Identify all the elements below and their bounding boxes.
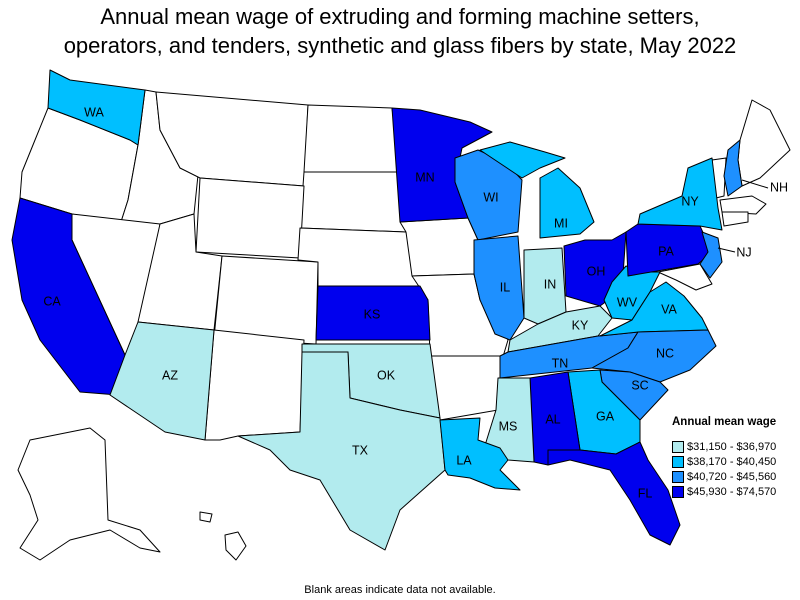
state-KS	[315, 285, 431, 341]
state-ME	[737, 99, 791, 187]
legend-label: $45,930 - $74,570	[687, 485, 777, 498]
no-data-states	[17, 89, 791, 561]
label-MI: MI	[554, 216, 568, 230]
state-HI	[199, 511, 247, 561]
state-NH	[723, 139, 743, 197]
label-TN: TN	[552, 356, 569, 370]
label-WA: WA	[84, 105, 104, 119]
state-WY	[195, 177, 305, 259]
state-labels: WA MN WI MI NY NH NJ PA OH IN IL KS CA A…	[43, 105, 788, 500]
state-NY	[637, 157, 723, 231]
state-LA	[439, 417, 521, 491]
label-KS: KS	[364, 307, 381, 321]
state-IL	[473, 235, 525, 341]
state-ND	[303, 104, 401, 173]
label-TX: TX	[352, 443, 369, 457]
state-CT	[721, 211, 749, 227]
state-FL	[547, 441, 681, 546]
leader-lines	[717, 179, 769, 253]
label-SC: SC	[631, 378, 648, 392]
state-MI	[479, 141, 595, 239]
label-NC: NC	[656, 346, 674, 360]
label-AZ: AZ	[162, 368, 178, 382]
label-WI: WI	[483, 190, 498, 204]
legend-swatch	[672, 440, 684, 453]
legend-item: $38,170 - $40,450	[672, 454, 798, 469]
label-GA: GA	[596, 409, 615, 423]
label-IN: IN	[544, 277, 557, 291]
label-AL: AL	[545, 412, 560, 426]
legend-item: $31,150 - $36,970	[672, 439, 798, 454]
label-LA: LA	[456, 453, 472, 467]
label-VA: VA	[661, 302, 677, 316]
footnote: Blank areas indicate data not available.	[304, 584, 496, 596]
label-OK: OK	[377, 368, 396, 382]
legend-item: $40,720 - $45,560	[672, 469, 798, 484]
map-title-line-2: operators, and tenders, synthetic and gl…	[63, 33, 737, 58]
state-IA	[399, 217, 479, 277]
state-AK	[17, 427, 161, 561]
label-IL: IL	[500, 280, 510, 294]
state-CO	[213, 255, 319, 345]
label-MN: MN	[415, 170, 434, 184]
state-SD	[299, 171, 407, 233]
state-MN	[391, 107, 493, 223]
legend-label: $38,170 - $40,450	[687, 455, 777, 468]
legend-swatch	[672, 485, 684, 498]
state-NJ	[699, 231, 723, 279]
state-NM	[204, 329, 305, 441]
legend-title: Annual mean wage	[672, 416, 777, 428]
label-MS: MS	[499, 419, 518, 433]
map-title: Annual mean wage of extruding and formin…	[0, 2, 800, 60]
label-OH: OH	[587, 264, 606, 278]
state-WA	[47, 69, 146, 146]
leader-line-NJ	[717, 247, 736, 253]
state-CA	[11, 197, 126, 396]
map-legend: Annual mean wage $31,150 - $36,970 $38,1…	[672, 416, 798, 499]
colored-states	[11, 69, 743, 551]
label-PA: PA	[658, 244, 674, 258]
leader-line-NH	[741, 179, 769, 189]
label-NJ: NJ	[736, 245, 751, 259]
label-NY: NY	[681, 194, 699, 208]
label-KY: KY	[572, 318, 589, 332]
legend-item: $45,930 - $74,570	[672, 484, 798, 499]
state-MA	[719, 195, 767, 215]
label-FL: FL	[638, 486, 653, 500]
state-AR	[429, 355, 503, 421]
legend-label: $31,150 - $36,970	[687, 440, 777, 453]
state-TX	[237, 351, 446, 551]
map-title-line-1: Annual mean wage of extruding and formin…	[100, 4, 700, 29]
legend-label: $40,720 - $45,560	[687, 470, 777, 483]
state-AZ	[109, 321, 215, 441]
label-NH: NH	[770, 180, 788, 194]
label-CA: CA	[43, 294, 61, 308]
legend-swatch	[672, 470, 684, 483]
legend-swatch	[672, 455, 684, 468]
label-WV: WV	[617, 295, 638, 309]
